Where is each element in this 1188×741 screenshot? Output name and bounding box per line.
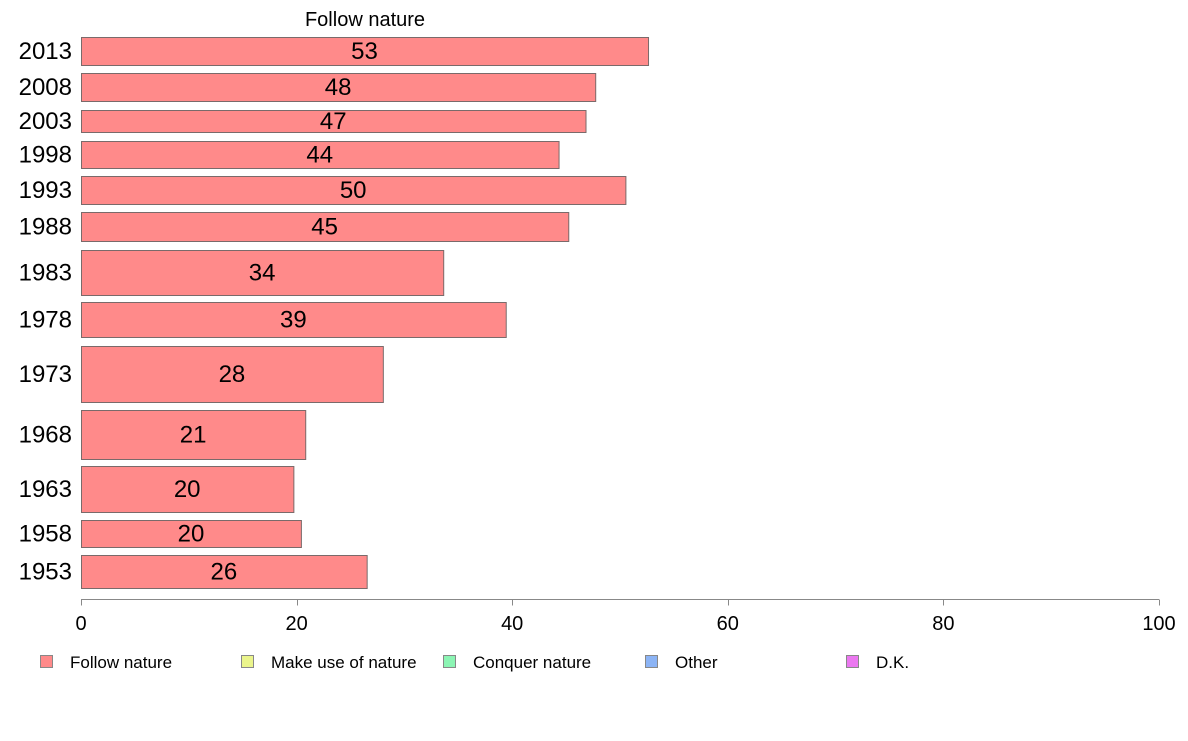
data-label-1983: 34 xyxy=(249,260,276,287)
bar-1983 xyxy=(81,250,445,296)
x-tick-label-60: 60 xyxy=(717,613,739,635)
bar-1973 xyxy=(81,346,384,403)
legend-swatch xyxy=(40,655,53,668)
data-label-2003: 47 xyxy=(320,108,347,135)
y-tick-label-1983: 1983 xyxy=(19,260,72,287)
data-label-1968: 21 xyxy=(180,422,207,449)
legend: Follow nature Make use of nature Conquer n… xyxy=(40,653,909,672)
data-label-1973: 28 xyxy=(219,361,246,388)
data-label-1963: 20 xyxy=(174,476,201,503)
y-tick-label-2013: 2013 xyxy=(19,38,72,65)
data-label-2008: 48 xyxy=(325,74,352,101)
x-tick-label-40: 40 xyxy=(501,613,523,635)
y-tick-label-1978: 1978 xyxy=(19,307,72,334)
legend-swatch xyxy=(645,655,658,668)
bar-2008 xyxy=(81,73,597,102)
y-tick-label-2008: 2008 xyxy=(19,74,72,101)
legend-label: Other xyxy=(675,653,718,672)
legend-label: Make use of nature xyxy=(271,653,417,672)
data-label-2013: 53 xyxy=(351,38,378,65)
legend-label: D.K. xyxy=(876,653,909,672)
bar-2003 xyxy=(81,110,587,133)
legend-label: Conquer nature xyxy=(473,653,591,672)
x-tick-label-100: 100 xyxy=(1142,613,1175,635)
x-tick-label-80: 80 xyxy=(932,613,954,635)
bar-1978 xyxy=(81,302,507,338)
bar-1998 xyxy=(81,141,560,169)
y-tick-label-1988: 1988 xyxy=(19,214,72,241)
bar-1958 xyxy=(81,520,302,548)
data-label-1993: 50 xyxy=(340,177,367,204)
data-label-1953: 26 xyxy=(210,559,237,586)
bar-1993 xyxy=(81,176,627,205)
y-tick-label-2003: 2003 xyxy=(19,108,72,135)
legend-swatch xyxy=(443,655,456,668)
legend-swatch xyxy=(241,655,254,668)
bar-2013 xyxy=(81,37,650,66)
data-label-1958: 20 xyxy=(178,521,205,548)
y-tick-label-1958: 1958 xyxy=(19,521,72,548)
data-label-1988: 45 xyxy=(311,214,338,241)
bar-1988 xyxy=(81,212,570,242)
y-tick-label-1968: 1968 xyxy=(19,422,72,449)
bar-1963 xyxy=(81,466,295,513)
legend-swatch xyxy=(846,655,859,668)
legend-label: Follow nature xyxy=(70,653,172,672)
data-label-1998: 44 xyxy=(306,142,333,169)
x-tick-label-20: 20 xyxy=(285,613,307,635)
y-tick-label-1998: 1998 xyxy=(19,142,72,169)
data-label-1978: 39 xyxy=(280,307,307,334)
y-tick-label-1973: 1973 xyxy=(19,361,72,388)
y-tick-label-1993: 1993 xyxy=(19,177,72,204)
y-tick-label-1963: 1963 xyxy=(19,476,72,503)
chart-title: Follow nature xyxy=(305,9,425,31)
x-axis: 2013 2008 2003 1998 1993 1988 1983 1978 1973 1968… xyxy=(19,38,1176,635)
x-tick-label-0: 0 xyxy=(75,613,86,635)
y-tick-label-1953: 1953 xyxy=(19,559,72,586)
bar-1953 xyxy=(81,555,368,589)
bar-1968 xyxy=(81,410,307,460)
